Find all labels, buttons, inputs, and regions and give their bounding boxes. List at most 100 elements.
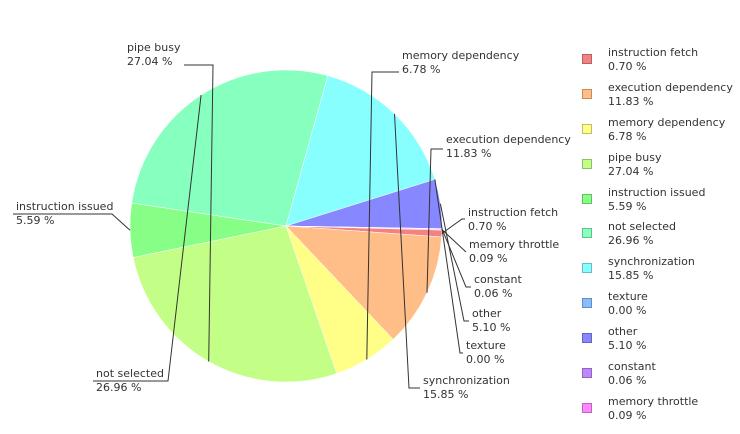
legend-label: pipe busy 27.04 % [608,151,661,179]
legend-label: instruction issued 5.59 % [608,186,705,214]
legend-item-constant[interactable]: constant 0.06 % [582,360,738,395]
legend-label-value: 0.09 % [608,408,647,422]
legend-swatch [582,298,592,309]
legend-label-name: memory dependency [608,115,726,129]
slice-label-value: 11.83 % [446,147,491,160]
slice-label-name: pipe busy [127,41,181,54]
slice-label-constant: constant 0.06 % [474,273,523,300]
leader-line-texture [434,179,463,354]
legend-swatch [582,263,592,274]
legend-item-instruction-issued[interactable]: instruction issued 5.59 % [582,186,738,221]
slice-label-name: constant [474,273,523,286]
slice-label-instruction-fetch: instruction fetch 0.70 % [468,206,558,233]
slice-label-value: 5.59 % [16,214,54,227]
legend: instruction fetch 0.70 % execution depende… [582,46,738,430]
slice-label-name: instruction fetch [468,206,558,219]
legend-label-name: other [608,325,638,339]
legend-label-value: 0.06 % [608,374,647,388]
legend-swatch [582,368,592,379]
legend-label: other 5.10 % [608,325,646,353]
legend-label: instruction fetch 0.70 % [608,46,698,74]
legend-label-name: memory throttle [608,394,699,408]
slice-label-name: synchronization [423,374,510,387]
legend-label: memory throttle 0.09 % [608,395,698,423]
leader-line-instruction-issued [13,213,131,231]
slice-label-value: 15.85 % [423,388,468,401]
legend-label-name: pipe busy [608,150,662,164]
legend-label-name: instruction fetch [608,46,699,59]
legend-label-value: 27.04 % [608,164,654,178]
leader-line-instruction-fetch [441,218,465,234]
legend-item-instruction-fetch[interactable]: instruction fetch 0.70 % [582,46,738,81]
legend-label-name: texture [608,290,648,304]
legend-item-memory-throttle[interactable]: memory throttle 0.09 % [582,395,738,430]
slice-label-name: instruction issued [16,200,113,213]
legend-label: constant 0.06 % [608,360,656,388]
legend-label-value: 6.78 % [608,129,647,143]
slice-label-name: not selected [96,367,164,380]
slice-label-value: 0.00 % [466,353,504,366]
legend-label-value: 15.85 % [608,269,654,283]
leader-line-memory-dependency [366,71,399,360]
slice-label-name: execution dependency [446,133,571,146]
legend-swatch [582,333,592,344]
legend-swatch [582,402,592,413]
leader-line-constant [441,228,471,288]
legend-label: execution dependency 11.83 % [608,81,733,109]
legend-label: texture 0.00 % [608,290,648,318]
slice-label-name: memory dependency [402,49,520,62]
legend-label: memory dependency 6.78 % [608,116,725,144]
pie-slice-execution-dependency[interactable] [285,225,442,340]
legend-label-value: 0.00 % [608,304,647,318]
legend-label-name: instruction issued [608,185,706,199]
legend-label-value: 11.83 % [608,94,654,108]
legend-item-not-selected[interactable]: not selected 26.96 % [582,220,738,255]
leader-line-synchronization [394,113,420,389]
slice-label-texture: texture 0.00 % [466,339,506,366]
legend-label: synchronization 15.85 % [608,255,695,283]
legend-item-texture[interactable]: texture 0.00 % [582,290,738,325]
legend-item-pipe-busy[interactable]: pipe busy 27.04 % [582,151,738,186]
legend-swatch [582,158,592,169]
legend-item-memory-dependency[interactable]: memory dependency 6.78 % [582,116,738,151]
slice-label-name: other [472,307,502,320]
slice-label-pipe-busy: pipe busy 27.04 % [127,41,181,68]
legend-label-value: 5.59 % [608,199,647,213]
slice-label-value: 0.09 % [469,252,507,265]
legend-label-value: 0.70 % [608,60,647,73]
slice-label-value: 0.06 % [474,287,512,300]
leader-line-pipe-busy [184,64,214,362]
slice-label-value: 0.70 % [468,220,506,233]
slice-label-memory-throttle: memory throttle 0.09 % [469,238,559,265]
legend-label-name: execution dependency [608,80,733,94]
slice-label-memory-dependency: memory dependency 6.78 % [402,49,520,76]
slice-label-other: other 5.10 % [472,307,510,334]
legend-item-other[interactable]: other 5.10 % [582,325,738,360]
leader-line-other [439,203,469,322]
legend-swatch [582,88,592,99]
slice-label-value: 27.04 % [127,55,172,68]
legend-swatch [582,193,592,204]
slice-label-instruction-issued: instruction issued 5.59 % [16,200,113,227]
legend-label-name: synchronization [608,255,695,269]
legend-item-execution-dependency[interactable]: execution dependency 11.83 % [582,81,738,116]
leader-line-not-selected [93,95,202,382]
slice-label-value: 26.96 % [96,381,141,394]
legend-swatch [582,54,592,64]
legend-swatch [582,123,592,134]
legend-label-value: 26.96 % [608,234,654,248]
slice-label-value: 6.78 % [402,63,440,76]
slice-label-synchronization: synchronization 15.85 % [423,374,510,401]
legend-label-name: not selected [608,220,676,234]
legend-label-name: constant [608,360,656,374]
pie-slice-pipe-busy[interactable] [132,225,338,383]
slice-label-value: 5.10 % [472,321,510,334]
legend-swatch [582,228,592,239]
slice-label-not-selected: not selected 26.96 % [96,367,164,394]
leader-line-execution-dependency [426,148,443,293]
legend-item-synchronization[interactable]: synchronization 15.85 % [582,255,738,290]
slice-label-name: texture [466,339,506,352]
slice-label-execution-dependency: execution dependency 11.83 % [446,133,571,160]
